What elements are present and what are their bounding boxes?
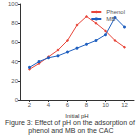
- svg-text:phenol and MB on the CAC: phenol and MB on the CAC: [26, 127, 113, 135]
- svg-text:100: 100: [8, 1, 19, 7]
- svg-text:80: 80: [11, 20, 18, 26]
- svg-text:6: 6: [66, 102, 70, 108]
- svg-text:2: 2: [28, 102, 32, 108]
- svg-text:4: 4: [47, 102, 51, 108]
- svg-text:MB: MB: [106, 16, 115, 22]
- svg-text:0: 0: [15, 97, 19, 103]
- svg-text:20: 20: [11, 78, 18, 84]
- svg-text:8: 8: [85, 102, 89, 108]
- svg-text:Initial pH: Initial pH: [65, 112, 89, 119]
- svg-text:Phenol: Phenol: [106, 9, 125, 15]
- svg-text:12: 12: [121, 102, 128, 108]
- svg-text:40: 40: [11, 59, 18, 65]
- svg-text:60: 60: [11, 39, 18, 45]
- svg-text:Figure 3: Effect of pH on the: Figure 3: Effect of pH on the adsorption…: [5, 119, 135, 127]
- svg-text:10: 10: [102, 102, 109, 108]
